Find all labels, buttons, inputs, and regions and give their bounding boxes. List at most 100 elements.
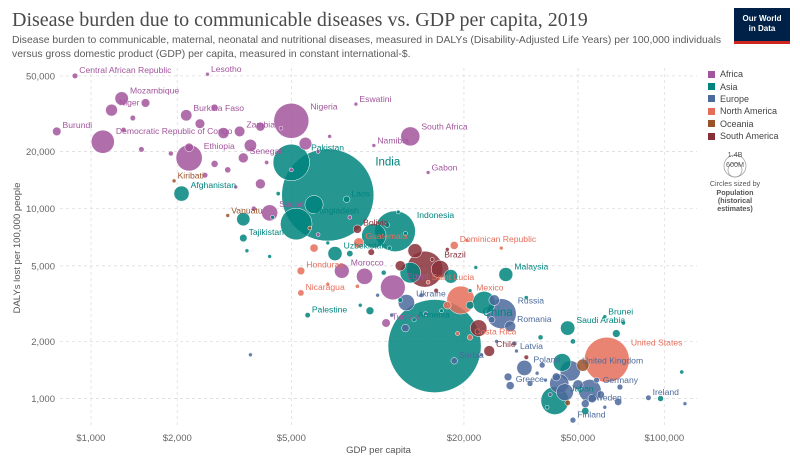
data-point [375,292,380,298]
point-label: India [375,156,401,168]
data-point [217,127,230,139]
data-point [401,324,410,333]
x-axis-label: GDP per capita [346,445,411,456]
legend-label: Oceania [720,118,754,129]
size-key-caption: estimates) [717,204,753,213]
point-label: Burundi [63,120,93,130]
data-point [355,283,360,289]
legend-item-north-america[interactable]: North America [708,105,796,117]
data-point-egypt [380,274,406,301]
data-point [455,331,460,336]
point-label: Gabon [432,162,458,172]
x-tick-label: $50,000 [561,433,595,444]
legend-item-south-america[interactable]: South America [708,130,796,142]
point-label: Chile [496,339,516,349]
data-point [553,353,572,372]
data-point [593,377,600,384]
y-tick-label: 5,000 [31,261,55,272]
data-point-afghanistan [173,185,190,202]
legend-item-oceania[interactable]: Oceania [708,118,796,130]
data-point [298,137,313,151]
data-point [244,248,250,254]
data-point [443,301,452,310]
point-label: Central African Republic [79,65,172,75]
data-point [361,223,387,249]
data-point [544,405,550,410]
data-point-romania [504,320,516,333]
data-point [570,338,576,345]
data-point [255,121,266,132]
point-label: Romania [517,314,552,324]
data-point-laos [343,195,351,203]
data-point [243,139,257,152]
point-label: Kiribati [178,171,204,181]
data-point-nigeria [273,103,310,139]
data-point [168,150,174,157]
data-point [614,398,623,406]
data-point [224,166,232,174]
x-tick-label: $100,000 [645,433,685,444]
data-point [233,184,239,190]
data-point [138,146,145,153]
data-point-lesotho [205,71,210,77]
data-point-zambia [234,125,246,137]
data-point [309,243,319,253]
data-point [423,311,428,316]
legend-item-asia[interactable]: Asia [708,80,796,92]
region-legend: Africa Asia Europe North America Oceania Sout… [708,68,796,142]
data-point-latvia [514,348,519,354]
data-point-china [387,299,482,393]
legend-item-africa[interactable]: Africa [708,68,796,80]
point-label: Uzbekistan [344,240,387,250]
logo-line-1: Our World [742,14,782,23]
point-label: Bangladesh [314,206,360,216]
data-point [534,370,540,376]
size-key-circle-small [727,162,743,178]
data-point-morocco [334,263,350,279]
data-point [572,379,584,391]
data-point [523,354,529,360]
data-point [210,160,219,168]
data-point [657,395,664,402]
data-point-guatemala [353,237,365,249]
point-label: Ukraine [416,289,446,299]
point-label: Greece [516,374,544,384]
legend-swatch [708,95,715,103]
y-tick-label: 10,000 [26,204,55,215]
point-label: China [483,307,514,319]
point-label: Eswatini [359,94,391,104]
point-label: Brunei [608,306,633,316]
data-point [464,238,470,243]
data-point-finland [569,416,577,424]
legend-label: North America [720,106,778,117]
point-label: Morocco [351,257,384,267]
data-point-nicaragua [297,289,305,297]
data-point [289,167,294,173]
data-point [394,260,406,272]
data-point [539,361,546,369]
legend-label: Asia [720,81,738,92]
point-label: Senegal [250,146,282,156]
point-label: Pakistan [311,143,344,153]
data-point [433,288,439,294]
data-point [488,294,500,306]
data-point [278,125,284,131]
data-point-pakistan [272,143,310,181]
data-point-gabon [425,170,431,175]
data-point-poland [516,360,533,376]
data-point [397,297,403,303]
owid-logo[interactable]: Our World in Data [734,8,790,44]
data-point-burundi [52,126,62,136]
point-label: Russia [518,296,544,306]
data-point [255,178,266,190]
data-point-sudan [261,204,278,222]
data-point [365,306,375,315]
point-label: Honduras [306,260,343,270]
data-point [315,149,321,154]
data-point [621,320,626,326]
legend-item-europe[interactable]: Europe [708,93,796,105]
data-point [210,103,219,112]
x-tick-label: $5,000 [277,433,306,444]
data-point [470,319,488,337]
data-point-honduras [296,266,306,276]
